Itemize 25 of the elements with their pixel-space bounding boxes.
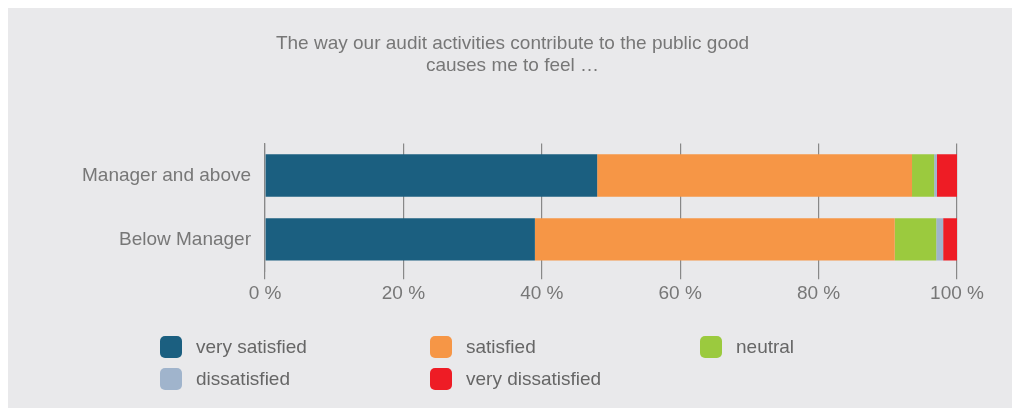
legend-label: very satisfied (195, 336, 308, 358)
bar (943, 218, 957, 261)
bar (597, 154, 913, 197)
bar (265, 154, 598, 197)
bar (936, 218, 944, 261)
y-tick-label: Below Manager (118, 227, 252, 249)
x-tick-label: 40 % (520, 281, 564, 303)
x-tick-label: 60 % (658, 281, 702, 303)
bar (912, 154, 935, 197)
bar (534, 218, 895, 261)
bar (934, 154, 937, 197)
y-tick-label: Manager and above (82, 163, 252, 185)
bar (894, 218, 937, 261)
legend-label: very dissatisfied (465, 368, 603, 390)
text: The way our audit activities contribute to the public good (275, 31, 750, 53)
text: causes me to feel … (425, 54, 600, 76)
legend-label: neutral (735, 336, 796, 358)
bar (265, 218, 535, 261)
x-tick-label: 20 % (381, 281, 426, 303)
legend-label: satisfied (465, 336, 537, 358)
x-tick-label: 80 % (796, 281, 841, 303)
legend-label: dissatisfied (195, 368, 291, 390)
x-tick-label: 100 % (930, 281, 985, 303)
bar (936, 154, 957, 197)
x-tick-label: 0 % (248, 281, 282, 303)
